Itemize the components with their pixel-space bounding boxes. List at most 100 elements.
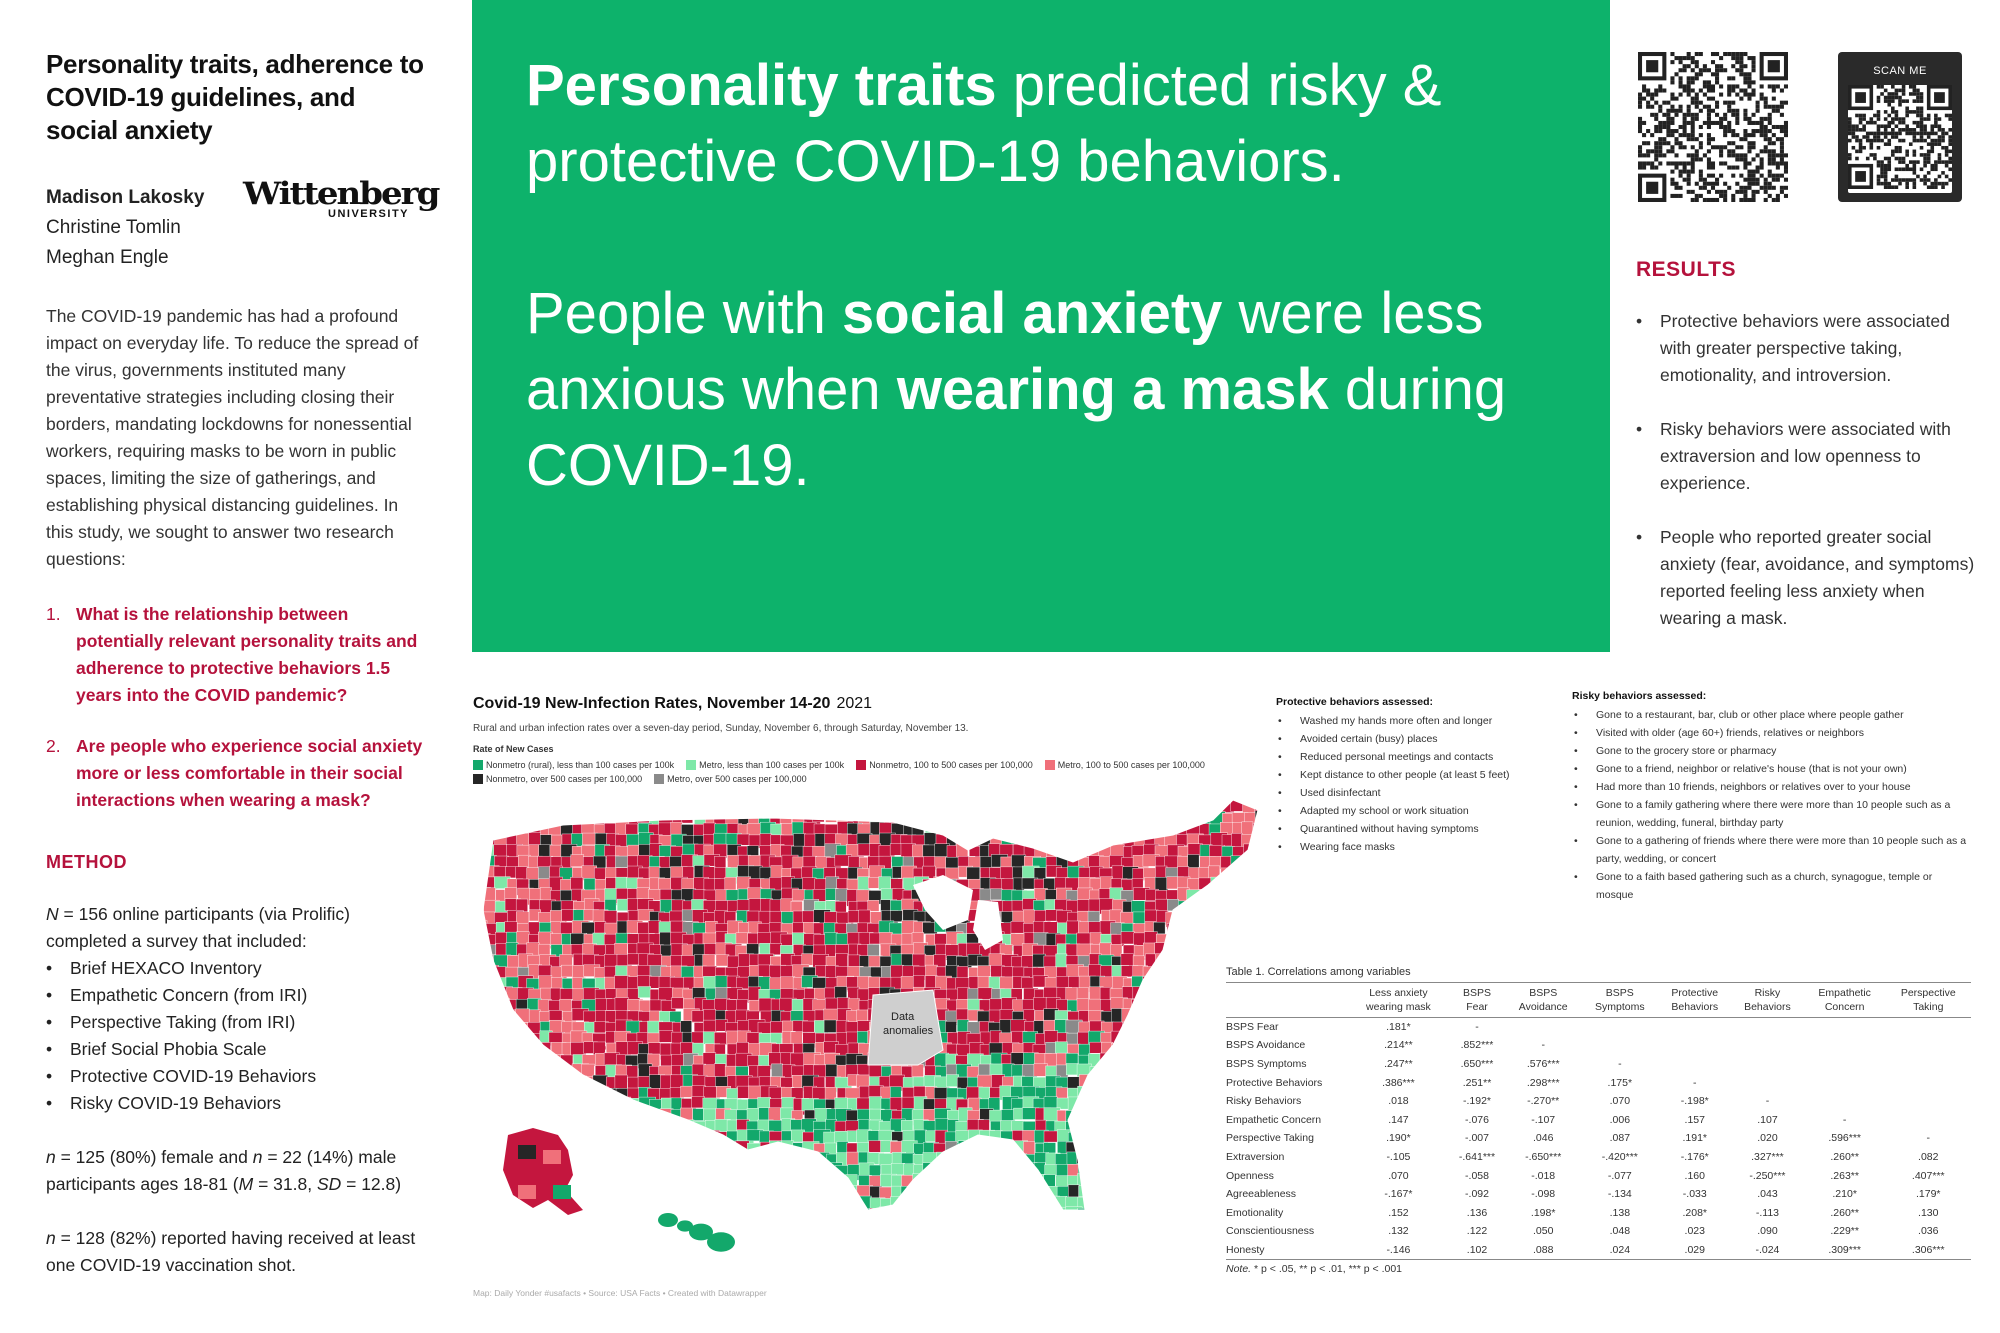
table-cell: .036 bbox=[1918, 1225, 1939, 1238]
county-cell bbox=[812, 1196, 825, 1210]
county-cell bbox=[550, 800, 567, 817]
county-cell bbox=[583, 1219, 595, 1236]
county-cell bbox=[1012, 812, 1025, 828]
county-cell bbox=[769, 943, 782, 955]
county-cell bbox=[1243, 800, 1258, 804]
county-cell bbox=[604, 800, 620, 803]
county-cell bbox=[1198, 1162, 1213, 1180]
county-cell bbox=[628, 1130, 641, 1145]
table-cell: .090 bbox=[1757, 1225, 1778, 1238]
list-item: • Protective behaviors were associated wi… bbox=[1636, 311, 1950, 385]
county-cell bbox=[1167, 800, 1180, 803]
county-cell bbox=[1187, 967, 1200, 982]
county-cell bbox=[484, 1129, 502, 1144]
county-cell bbox=[494, 1042, 509, 1058]
county-cell bbox=[1066, 1063, 1079, 1076]
county-cell bbox=[1144, 1053, 1159, 1065]
county-cell bbox=[537, 1042, 551, 1060]
county-cell bbox=[506, 1119, 519, 1135]
county-cell bbox=[825, 1176, 838, 1191]
county-cell bbox=[1188, 934, 1202, 946]
county-cell bbox=[516, 1065, 528, 1083]
county-cell bbox=[1000, 1195, 1015, 1210]
county-cell bbox=[901, 1197, 914, 1210]
county-cell bbox=[999, 800, 1013, 804]
county-cell bbox=[615, 1107, 628, 1124]
county-cell bbox=[1121, 1076, 1135, 1090]
county-cell bbox=[988, 1175, 1006, 1190]
county-cell bbox=[990, 1207, 1005, 1210]
county-cell bbox=[903, 1218, 917, 1232]
county-cell bbox=[1088, 964, 1102, 978]
county-cell bbox=[715, 1140, 732, 1158]
county-cell bbox=[539, 1098, 552, 1111]
list-item: • Gone to a faith based gathering such as… bbox=[1574, 871, 1933, 901]
county-cell bbox=[504, 1075, 521, 1088]
table-header-row: Less anxiety wearing mask BSPS Fear BSPS Avoi… bbox=[1226, 982, 1971, 1018]
county-cell bbox=[1089, 1098, 1102, 1115]
table-cell: .260** bbox=[1830, 1206, 1859, 1219]
county-cell bbox=[1043, 1096, 1058, 1110]
county-cell bbox=[681, 1208, 695, 1210]
county-cell bbox=[692, 1108, 705, 1121]
county-cell bbox=[593, 1097, 606, 1111]
table-cell: .596*** bbox=[1828, 1132, 1862, 1145]
table-cell: .130 bbox=[1918, 1206, 1939, 1219]
county-cell bbox=[683, 800, 700, 808]
county-cell bbox=[483, 800, 485, 804]
county-cell bbox=[1043, 878, 1057, 891]
county-cell bbox=[483, 1032, 487, 1046]
county-cell bbox=[999, 1009, 1014, 1022]
county-cell bbox=[1177, 1065, 1193, 1082]
county-cell bbox=[1156, 1207, 1170, 1210]
county-cell bbox=[692, 1120, 707, 1138]
county-cell bbox=[549, 1219, 566, 1236]
county-cell bbox=[1198, 1032, 1211, 1045]
scan-me-qr[interactable]: SCAN ME bbox=[1838, 52, 1962, 202]
county-cell bbox=[526, 1066, 544, 1082]
county-cell bbox=[969, 1220, 983, 1237]
table-header bbox=[1226, 982, 1348, 1018]
county-cell bbox=[658, 1030, 674, 1043]
county-cell bbox=[791, 1184, 810, 1196]
county-cell bbox=[693, 800, 706, 803]
county-cell bbox=[603, 1096, 617, 1111]
qr-code[interactable] bbox=[1638, 52, 1788, 207]
county-cell bbox=[1023, 812, 1041, 824]
county-cell bbox=[847, 1209, 861, 1210]
county-cell bbox=[1154, 1008, 1171, 1024]
county-cell bbox=[495, 1097, 510, 1113]
county-cell bbox=[1032, 1186, 1049, 1203]
results-heading: RESULTS bbox=[1636, 258, 1736, 281]
county-cell bbox=[483, 1197, 486, 1210]
county-cell bbox=[1177, 1219, 1193, 1231]
county-cell bbox=[518, 1145, 536, 1159]
row-label: Openness bbox=[1226, 1169, 1274, 1182]
county-cell bbox=[1219, 910, 1235, 927]
county-cell bbox=[1209, 1044, 1223, 1058]
table-cell: .136 bbox=[1466, 1206, 1488, 1219]
county-cell bbox=[1166, 1153, 1179, 1171]
county-cell bbox=[979, 811, 993, 827]
county-cell bbox=[1012, 800, 1027, 815]
county-cell bbox=[1010, 1186, 1024, 1201]
county-cell bbox=[1055, 1041, 1068, 1054]
county-cell bbox=[857, 843, 871, 856]
county-cell bbox=[1186, 1132, 1200, 1146]
list-item: • Risky COVID-19 Behaviors bbox=[46, 1093, 282, 1113]
county-cell bbox=[1021, 977, 1034, 989]
county-cell bbox=[483, 987, 488, 1004]
county-cell bbox=[1089, 823, 1102, 841]
county-cell bbox=[1054, 835, 1071, 849]
county-cell bbox=[1111, 1140, 1128, 1154]
county-cell bbox=[1034, 800, 1050, 813]
county-cell bbox=[1176, 1010, 1190, 1028]
county-cell bbox=[504, 1087, 522, 1105]
county-cell bbox=[933, 822, 949, 835]
county-cell bbox=[485, 1186, 502, 1203]
county-cell bbox=[702, 954, 716, 967]
table-cell: .070 bbox=[1609, 1095, 1631, 1108]
county-cell bbox=[1110, 1085, 1123, 1101]
county-cell bbox=[1198, 987, 1215, 1003]
county-cell bbox=[1087, 1153, 1101, 1165]
